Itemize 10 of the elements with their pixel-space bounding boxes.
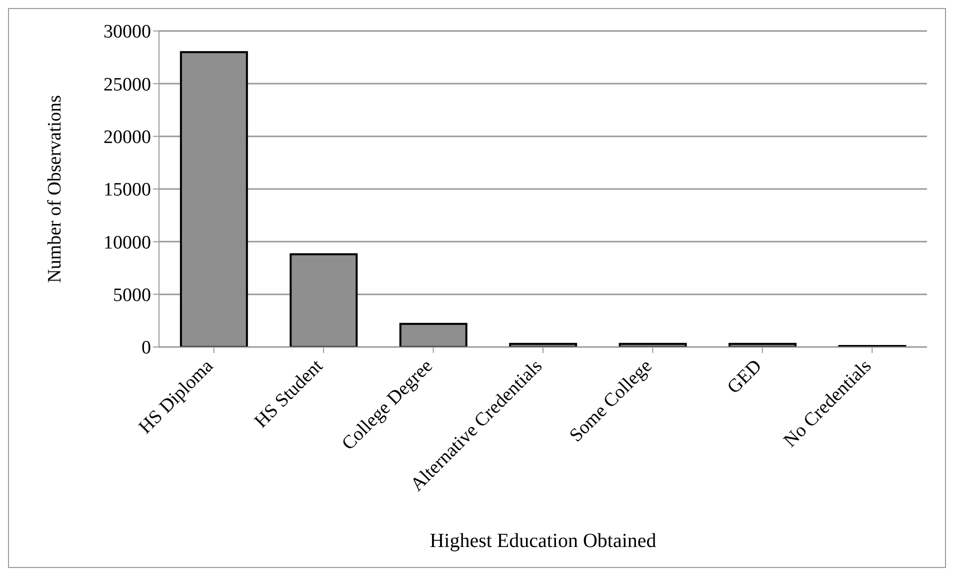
y-tick-label: 25000 [104,74,151,96]
y-tick-label: 0 [142,338,151,359]
y-axis-title: Number of Observations [44,95,66,283]
y-tick-label: 10000 [104,232,151,254]
x-tick-label: GED [723,356,766,398]
y-tick-label: 15000 [104,180,151,201]
y-tick-label: 20000 [104,127,151,148]
x-axis-title: Highest Education Obtained [430,530,656,552]
y-tick-label: 5000 [113,285,151,306]
y-tick-label: 30000 [104,22,151,43]
